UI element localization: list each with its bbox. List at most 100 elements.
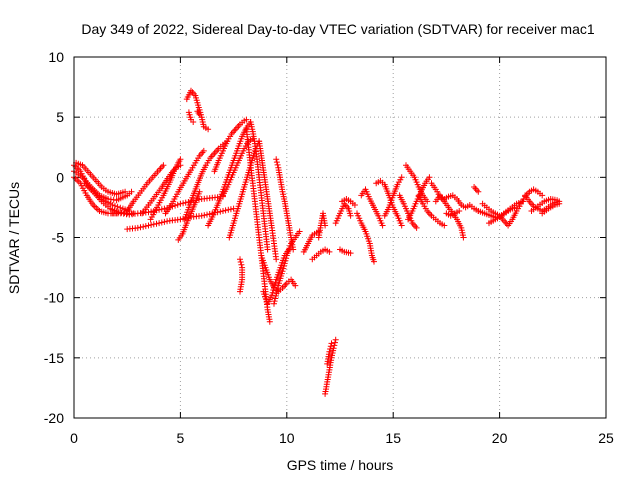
data-point-marker (273, 159, 280, 166)
data-point-marker (424, 198, 431, 205)
data-point-marker (351, 202, 358, 208)
data-point-marker (520, 198, 526, 205)
chart-title: Day 349 of 2022, Sidereal Day-to-day VTE… (81, 21, 594, 37)
data-point-marker (227, 206, 234, 213)
data-point-marker (280, 265, 287, 272)
data-point-marker (290, 246, 297, 253)
data-point-marker (322, 222, 329, 229)
y-tick-label: 0 (56, 169, 64, 185)
data-point-marker (164, 218, 171, 225)
data-point-marker (347, 212, 354, 219)
data-point-marker (268, 292, 275, 299)
data-point-marker (150, 221, 157, 228)
data-point-marker (158, 206, 165, 213)
y-axis-label: SDTVAR / TECUs (6, 182, 22, 294)
data-point-marker (413, 224, 420, 231)
data-point-marker (225, 206, 232, 213)
y-tick-label: 10 (48, 49, 64, 65)
x-tick-label: 15 (385, 430, 401, 446)
data-point-marker (271, 284, 277, 291)
data-point-marker (145, 222, 152, 229)
data-point-marker (273, 156, 280, 163)
data-point-marker (264, 246, 271, 253)
data-point-marker (282, 257, 289, 264)
data-point-marker (328, 340, 335, 347)
data-point-marker (398, 174, 405, 181)
data-point-marker (272, 295, 279, 302)
data-point-marker (274, 287, 281, 294)
plot-frame (73, 56, 607, 419)
data-point-marker (273, 256, 280, 263)
data-point-marker (200, 147, 207, 154)
data-point-marker (117, 204, 124, 211)
data-point-marker (270, 287, 277, 293)
data-point-marker (153, 220, 160, 227)
x-tick-label: 20 (492, 430, 508, 446)
data-point-marker (177, 200, 184, 207)
data-point-marker (174, 201, 181, 208)
data-point-marker (180, 200, 187, 207)
grid (74, 57, 606, 418)
data-point-marker (238, 261, 245, 268)
data-point-marker (161, 218, 168, 225)
data-point-marker (217, 208, 224, 215)
data-point-marker (222, 207, 229, 214)
data-point-marker (456, 208, 463, 214)
data-point-marker (196, 111, 203, 118)
data-point-marker (326, 248, 333, 255)
data-point-marker (332, 339, 338, 346)
data-point-marker (137, 224, 144, 231)
data-point-marker (332, 336, 339, 343)
data-point-marker (426, 174, 433, 181)
data-points (71, 87, 563, 397)
data-point-marker (269, 289, 276, 296)
data-point-marker (145, 209, 152, 216)
data-point-marker (112, 202, 118, 209)
y-tick-label: -20 (44, 410, 64, 426)
data-point-marker (371, 258, 377, 265)
data-point-marker (292, 282, 299, 289)
data-point-marker (266, 318, 273, 325)
data-point-marker (274, 161, 281, 168)
data-point-marker (460, 234, 467, 241)
data-point-marker (198, 212, 205, 219)
data-point-marker (237, 256, 243, 263)
data-point-marker (274, 285, 281, 292)
x-axis-label: GPS time / hours (287, 457, 394, 473)
data-point-marker (347, 250, 354, 257)
data-point-marker (379, 222, 386, 229)
x-tick-label: 25 (598, 430, 614, 446)
data-point-marker (279, 268, 286, 275)
x-tick-label: 5 (177, 430, 185, 446)
data-point-marker (122, 188, 129, 195)
data-point-marker (326, 348, 333, 355)
data-point-marker (273, 290, 280, 297)
data-point-marker (237, 288, 243, 295)
data-point-marker (177, 156, 184, 163)
data-point-marker (475, 188, 482, 195)
data-point-marker (283, 255, 290, 262)
data-point-marker (160, 162, 167, 169)
data-point-marker (271, 300, 277, 307)
data-point-marker (114, 203, 121, 210)
x-tick-label: 0 (70, 430, 78, 446)
data-point-marker (206, 211, 213, 217)
data-point-marker (271, 281, 278, 288)
data-point-marker (204, 211, 210, 218)
data-point-marker (441, 222, 448, 229)
data-point-marker (201, 212, 208, 219)
data-point-marker (272, 279, 279, 286)
data-point-marker (243, 116, 250, 123)
data-point-marker (148, 221, 155, 228)
y-tick-label: -5 (52, 230, 65, 246)
data-point-marker (539, 192, 546, 199)
data-point-marker (142, 223, 149, 230)
x-tick-label: 10 (279, 430, 295, 446)
data-point-marker (398, 222, 405, 229)
data-point-marker (109, 202, 116, 208)
data-point-marker (140, 223, 147, 230)
y-tick-label: 5 (56, 109, 64, 125)
data-point-marker (327, 343, 334, 350)
data-point-marker (327, 346, 334, 352)
